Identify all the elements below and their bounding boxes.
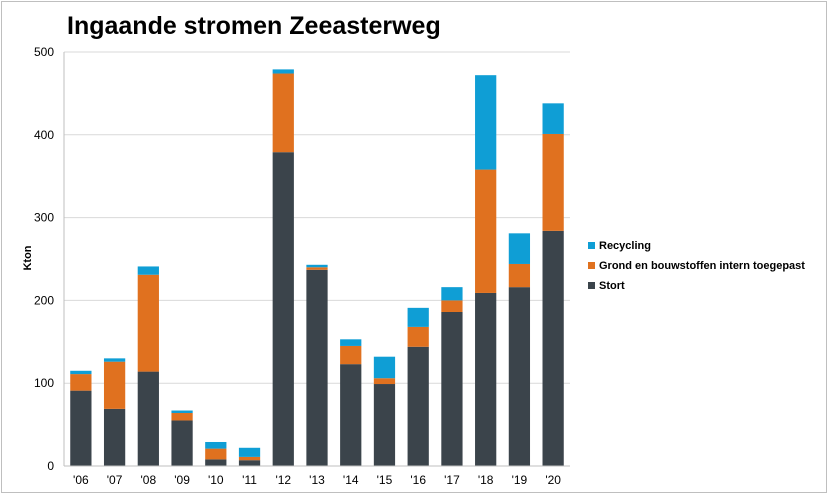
- bar-grond-en-bouwstoffen-intern-toegepast-12: [475, 169, 497, 293]
- bar-stort-7: [306, 269, 328, 466]
- bar-grond-en-bouwstoffen-intern-toegepast-13: [508, 263, 531, 288]
- bar-grond-en-bouwstoffen-intern-toegepast-7: [306, 267, 328, 270]
- legend-swatch: [588, 282, 595, 289]
- bar-recycling-9: [373, 356, 396, 379]
- legend-label: Recycling: [599, 240, 651, 252]
- bar-stort-9: [373, 384, 396, 466]
- bar-grond-en-bouwstoffen-intern-toegepast-8: [340, 345, 362, 365]
- x-tick-labels: '06 '07 '08 '09 '10 '11 '12 '13 '14 '15 '16 '17 '18 '…: [73, 473, 561, 487]
- bar-grond-en-bouwstoffen-intern-toegepast-3: [171, 413, 193, 421]
- bar-recycling-3: [171, 410, 193, 414]
- bar-grond-en-bouwstoffen-intern-toegepast-2: [137, 274, 159, 372]
- bar-stort-14: [542, 230, 564, 466]
- bar-recycling-5: [238, 447, 261, 457]
- bar-grond-en-bouwstoffen-intern-toegepast-14: [542, 133, 564, 231]
- bar-stort-11: [441, 311, 463, 466]
- chart-title: Ingaande stromen Zeeasterweg: [67, 12, 441, 40]
- bar-grond-en-bouwstoffen-intern-toegepast-5: [238, 456, 261, 461]
- bar-grond-en-bouwstoffen-intern-toegepast-10: [407, 326, 429, 347]
- bar-recycling-13: [508, 233, 531, 264]
- bar-stort-10: [407, 346, 429, 466]
- bar-grond-en-bouwstoffen-intern-toegepast-9: [373, 378, 396, 385]
- bar-recycling-12: [475, 75, 497, 170]
- bar-stort-4: [205, 459, 227, 466]
- bar-recycling-4: [205, 441, 227, 449]
- bar-grond-en-bouwstoffen-intern-toegepast-0: [70, 374, 92, 391]
- legend-label: Grond en bouwstoffen intern toegepast: [599, 260, 805, 272]
- bar-stort-0: [70, 390, 92, 466]
- y-tick-label: 0: [47, 459, 54, 473]
- bar-recycling-10: [407, 307, 429, 327]
- bar-grond-en-bouwstoffen-intern-toegepast-11: [441, 300, 463, 312]
- bar-recycling-8: [340, 339, 362, 346]
- bar-stort-3: [171, 420, 193, 466]
- axes: [63, 52, 570, 467]
- legend-label: Stort: [599, 280, 625, 292]
- x-tick-label: '09: [174, 473, 190, 487]
- bar-stort-6: [272, 152, 294, 467]
- x-tick-label: '15: [377, 473, 393, 487]
- legend-swatch: [588, 262, 595, 269]
- bar-recycling-0: [70, 370, 92, 375]
- bar-grond-en-bouwstoffen-intern-toegepast-4: [205, 448, 227, 460]
- legend-swatch: [588, 242, 595, 249]
- x-tick-label: '19: [512, 473, 528, 487]
- y-tick-labels: 0 100 200 300 400 500: [34, 45, 54, 473]
- x-tick-label: '16: [410, 473, 426, 487]
- x-tick-label: '17: [444, 473, 460, 487]
- bar-stort-5: [238, 460, 261, 466]
- y-tick-label: 200: [34, 293, 54, 307]
- x-tick-label: '14: [343, 473, 359, 487]
- bar-stort-8: [340, 364, 362, 466]
- y-tick-label: 500: [34, 45, 54, 59]
- bars-group: [70, 69, 564, 467]
- bar-grond-en-bouwstoffen-intern-toegepast-6: [272, 73, 294, 153]
- x-tick-label: '10: [208, 473, 224, 487]
- x-tick-label: '11: [242, 473, 257, 487]
- legend: Recycling Grond en bouwstoffen intern toe…: [588, 240, 805, 292]
- bar-recycling-2: [137, 266, 159, 275]
- x-tick-label: '13: [309, 473, 325, 487]
- bar-recycling-7: [306, 264, 328, 268]
- x-tick-label: '08: [141, 473, 157, 487]
- bar-recycling-14: [542, 103, 564, 134]
- y-tick-label: 400: [34, 128, 54, 142]
- bar-recycling-1: [103, 358, 126, 362]
- x-tick-label: '12: [275, 473, 291, 487]
- bar-recycling-11: [441, 287, 463, 301]
- x-tick-label: '18: [478, 473, 494, 487]
- y-axis-label: Kton: [22, 245, 34, 270]
- x-tick-label: '07: [107, 473, 123, 487]
- x-tick-label: '20: [545, 473, 561, 487]
- bar-grond-en-bouwstoffen-intern-toegepast-1: [103, 361, 126, 409]
- bar-stort-2: [137, 371, 159, 466]
- y-tick-label: 300: [34, 211, 54, 225]
- bar-stort-13: [508, 287, 531, 466]
- bar-stort-12: [475, 292, 497, 466]
- x-tick-label: '06: [73, 473, 89, 487]
- bar-recycling-6: [272, 69, 294, 74]
- y-tick-label: 100: [34, 376, 54, 390]
- bar-stort-1: [103, 408, 126, 466]
